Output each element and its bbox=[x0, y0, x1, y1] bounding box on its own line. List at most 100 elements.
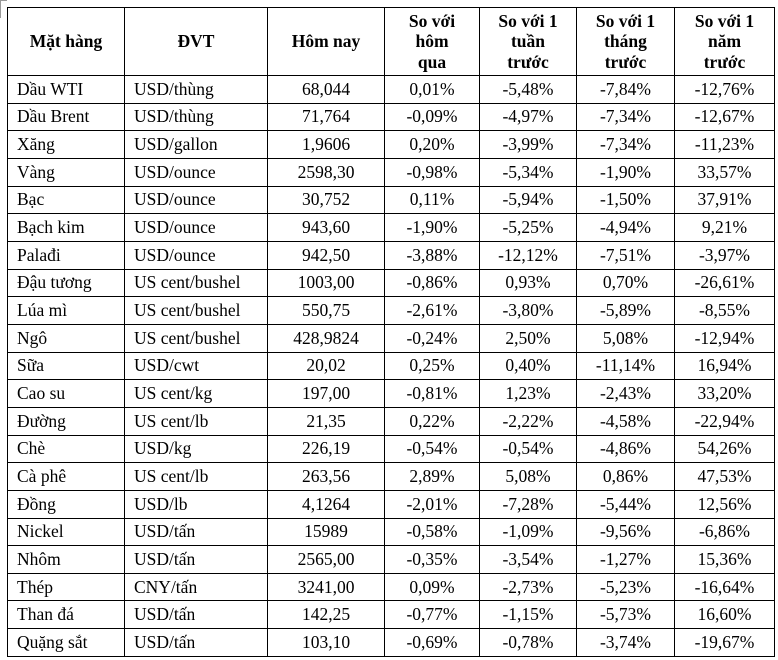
cell-vs-1-thang-truoc: 0,86% bbox=[576, 462, 675, 491]
cell-vs-1-nam-truoc: 16,60% bbox=[674, 600, 775, 630]
cell-vs-1-thang-truoc: -3,74% bbox=[576, 628, 675, 657]
cell-vs-1-tuan-truoc: -2,73% bbox=[479, 572, 577, 602]
cell-vs-1-tuan-truoc: -2,22% bbox=[479, 406, 577, 436]
cell-vs-1-tuan-truoc: -0,78% bbox=[479, 628, 577, 657]
cell-hom-nay: 142,25 bbox=[267, 600, 385, 630]
table-row: Xăng USD/gallon 1,9606 0,20% -3,99% -7,34% -11… bbox=[7, 130, 775, 159]
cell-mat-hang: Vàng bbox=[7, 157, 125, 187]
cell-vs-hom-qua: -0,09% bbox=[384, 102, 480, 132]
cell-dvt: US cent/bushel bbox=[124, 296, 268, 325]
cell-vs-1-thang-truoc: -2,43% bbox=[576, 379, 675, 408]
cell-mat-hang: Than đá bbox=[7, 600, 125, 630]
table-row: Dầu Brent USD/thùng 71,764 -0,09% -4,97% -7,3… bbox=[7, 102, 775, 132]
cell-dvt: US cent/lb bbox=[124, 462, 268, 491]
cell-dvt: USD/ounce bbox=[124, 185, 268, 215]
table-row: Quặng sắt USD/tấn 103,10 -0,69% -0,78% -3,74%… bbox=[7, 628, 775, 657]
cell-hom-nay: 263,56 bbox=[267, 462, 385, 491]
column-header-vs-1-thang-truoc: So với 1 tháng trước bbox=[576, 7, 675, 76]
cell-vs-1-tuan-truoc: -5,25% bbox=[479, 213, 577, 242]
cell-vs-hom-qua: 0,25% bbox=[384, 351, 480, 381]
table-header-row: Mặt hàng ĐVT Hôm nay So với hôm qua So với 1… bbox=[7, 7, 775, 76]
cell-vs-1-tuan-truoc: 0,40% bbox=[479, 351, 577, 381]
table-row: Cao su US cent/kg 197,00 -0,81% 1,23% -2,43% 3… bbox=[7, 379, 775, 408]
cell-dvt: USD/kg bbox=[124, 434, 268, 464]
cell-vs-hom-qua: -0,86% bbox=[384, 268, 480, 298]
cell-vs-1-nam-truoc: 33,57% bbox=[674, 157, 775, 187]
table-row: Bạc USD/ounce 30,752 0,11% -5,94% -1,50% 37,91… bbox=[7, 185, 775, 215]
cell-dvt: USD/cwt bbox=[124, 351, 268, 381]
cell-vs-1-thang-truoc: -4,58% bbox=[576, 406, 675, 436]
table-row: Thép CNY/tấn 3241,00 0,09% -2,73% -5,23% -16,6… bbox=[7, 572, 775, 602]
cell-vs-1-tuan-truoc: -4,97% bbox=[479, 102, 577, 132]
column-header-dvt: ĐVT bbox=[124, 7, 268, 76]
cell-mat-hang: Dầu WTI bbox=[7, 75, 125, 104]
cell-vs-hom-qua: 0,11% bbox=[384, 185, 480, 215]
table-row: Dầu WTI USD/thùng 68,044 0,01% -5,48% -7,84% -… bbox=[7, 75, 775, 104]
table-body: Dầu WTI USD/thùng 68,044 0,01% -5,48% -7,84% -… bbox=[7, 75, 775, 657]
cell-hom-nay: 30,752 bbox=[267, 185, 385, 215]
cell-hom-nay: 943,60 bbox=[267, 213, 385, 242]
column-header-hom-nay: Hôm nay bbox=[267, 7, 385, 76]
cell-mat-hang: Palađi bbox=[7, 240, 125, 270]
table-row: Cà phê US cent/lb 263,56 2,89% 5,08% 0,86% 47,… bbox=[7, 462, 775, 491]
commodity-price-table: Mặt hàng ĐVT Hôm nay So với hôm qua So với 1… bbox=[7, 7, 775, 657]
cell-vs-hom-qua: -0,77% bbox=[384, 600, 480, 630]
cell-hom-nay: 2565,00 bbox=[267, 545, 385, 574]
column-header-vs-1-tuan-truoc: So với 1 tuần trước bbox=[479, 7, 577, 76]
table-row: Đậu tương US cent/bushel 1003,00 -0,86% 0,93… bbox=[7, 268, 775, 298]
cell-vs-hom-qua: -0,98% bbox=[384, 157, 480, 187]
cell-vs-1-tuan-truoc: 1,23% bbox=[479, 379, 577, 408]
cell-dvt: US cent/bushel bbox=[124, 323, 268, 353]
cell-vs-1-thang-truoc: 0,70% bbox=[576, 268, 675, 298]
table-row: Lúa mì US cent/bushel 550,75 -2,61% -3,80% -5… bbox=[7, 296, 775, 325]
table-row: Đường US cent/lb 21,35 0,22% -2,22% -4,58% -22… bbox=[7, 406, 775, 436]
cell-vs-hom-qua: -0,81% bbox=[384, 379, 480, 408]
cell-vs-1-nam-truoc: -12,76% bbox=[674, 75, 775, 104]
cell-vs-hom-qua: -0,24% bbox=[384, 323, 480, 353]
cell-vs-1-thang-truoc: -5,73% bbox=[576, 600, 675, 630]
cell-mat-hang: Nhôm bbox=[7, 545, 125, 574]
cell-vs-hom-qua: -0,69% bbox=[384, 628, 480, 657]
cell-vs-hom-qua: 0,01% bbox=[384, 75, 480, 104]
cell-vs-1-thang-truoc: -7,34% bbox=[576, 130, 675, 159]
cell-hom-nay: 15989 bbox=[267, 517, 385, 547]
cell-vs-1-nam-truoc: 33,20% bbox=[674, 379, 775, 408]
cell-mat-hang: Thép bbox=[7, 572, 125, 602]
cell-vs-1-nam-truoc: -12,94% bbox=[674, 323, 775, 353]
cell-vs-1-nam-truoc: -6,86% bbox=[674, 517, 775, 547]
cell-vs-1-thang-truoc: -4,86% bbox=[576, 434, 675, 464]
cell-hom-nay: 197,00 bbox=[267, 379, 385, 408]
table-row: Than đá USD/tấn 142,25 -0,77% -1,15% -5,73% 16… bbox=[7, 600, 775, 630]
cell-vs-1-nam-truoc: 16,94% bbox=[674, 351, 775, 381]
cell-vs-1-tuan-truoc: -0,54% bbox=[479, 434, 577, 464]
cell-vs-hom-qua: 0,20% bbox=[384, 130, 480, 159]
corner-artifact bbox=[0, 0, 7, 18]
cell-mat-hang: Nickel bbox=[7, 517, 125, 547]
column-header-vs-hom-qua: So với hôm qua bbox=[384, 7, 480, 76]
cell-vs-1-nam-truoc: -19,67% bbox=[674, 628, 775, 657]
cell-hom-nay: 3241,00 bbox=[267, 572, 385, 602]
cell-vs-1-tuan-truoc: -5,94% bbox=[479, 185, 577, 215]
cell-vs-hom-qua: -0,54% bbox=[384, 434, 480, 464]
cell-dvt: USD/ounce bbox=[124, 240, 268, 270]
cell-vs-1-tuan-truoc: -5,48% bbox=[479, 75, 577, 104]
cell-hom-nay: 68,044 bbox=[267, 75, 385, 104]
cell-vs-1-tuan-truoc: 2,50% bbox=[479, 323, 577, 353]
cell-dvt: CNY/tấn bbox=[124, 572, 268, 602]
cell-vs-hom-qua: -0,35% bbox=[384, 545, 480, 574]
cell-dvt: USD/tấn bbox=[124, 600, 268, 630]
cell-vs-1-thang-truoc: -5,44% bbox=[576, 489, 675, 519]
cell-vs-1-thang-truoc: -7,51% bbox=[576, 240, 675, 270]
cell-hom-nay: 550,75 bbox=[267, 296, 385, 325]
cell-vs-1-nam-truoc: -3,97% bbox=[674, 240, 775, 270]
column-header-vs-1-nam-truoc: So với 1 năm trước bbox=[674, 7, 775, 76]
cell-vs-hom-qua: -2,01% bbox=[384, 489, 480, 519]
cell-vs-1-thang-truoc: -11,14% bbox=[576, 351, 675, 381]
cell-vs-1-tuan-truoc: -5,34% bbox=[479, 157, 577, 187]
cell-dvt: US cent/lb bbox=[124, 406, 268, 436]
cell-vs-1-nam-truoc: -12,67% bbox=[674, 102, 775, 132]
cell-hom-nay: 1,9606 bbox=[267, 130, 385, 159]
table-header: Mặt hàng ĐVT Hôm nay So với hôm qua So với 1… bbox=[7, 7, 775, 76]
cell-vs-1-nam-truoc: 47,53% bbox=[674, 462, 775, 491]
